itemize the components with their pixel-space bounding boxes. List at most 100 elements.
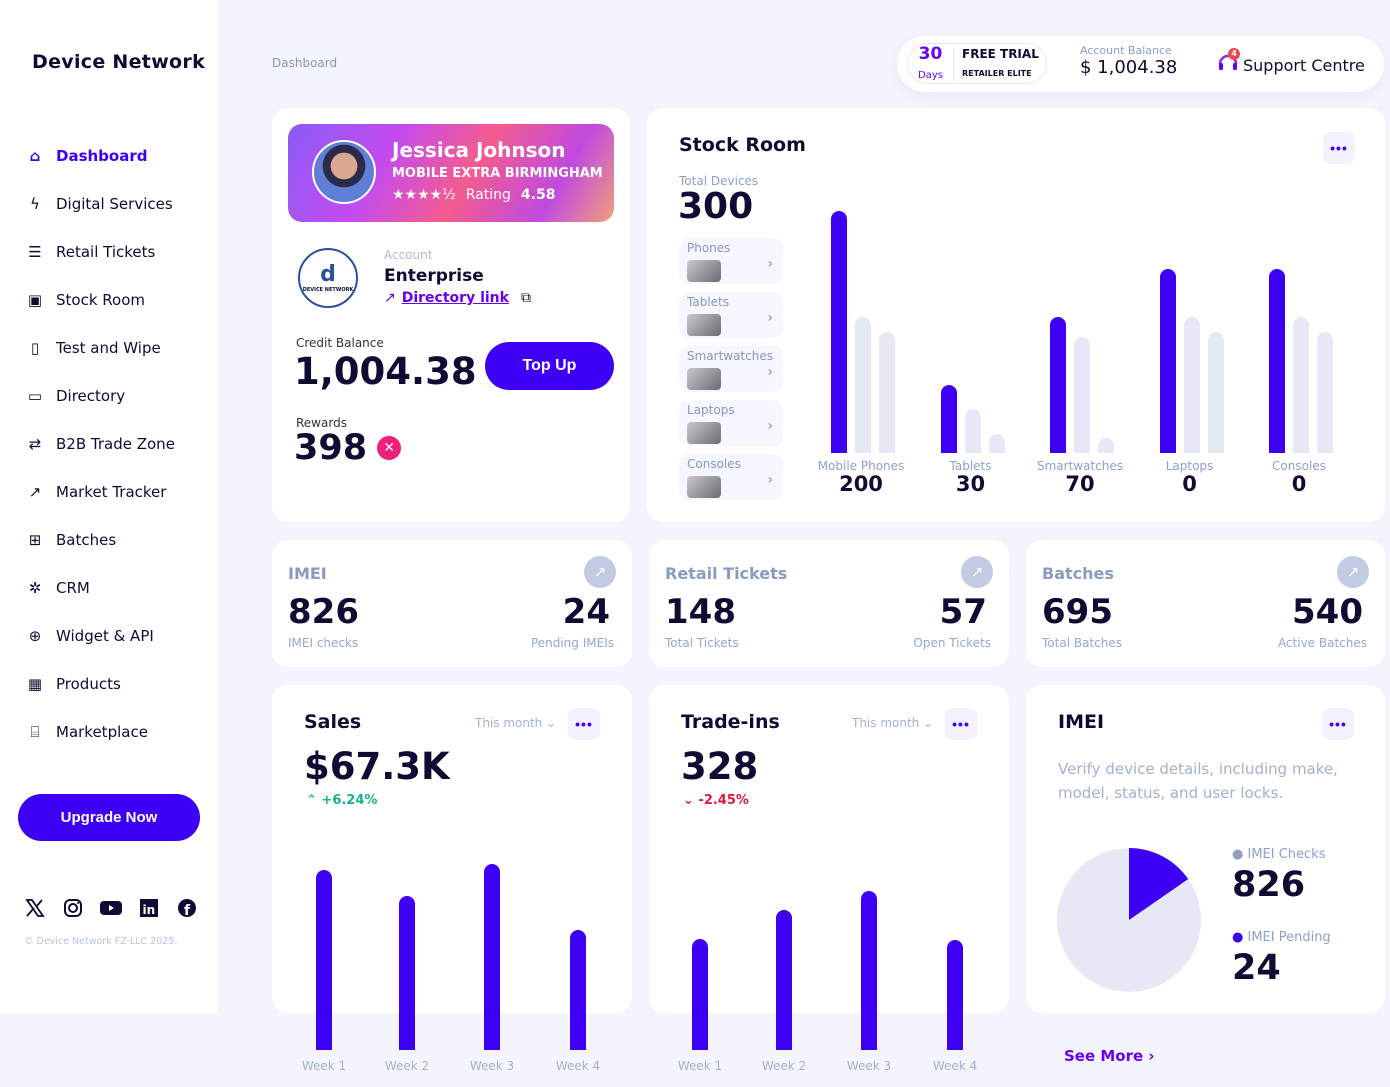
imei-pie-chart (1057, 848, 1201, 992)
brand-logo: Device Network (32, 51, 206, 73)
sidebar-item-label: B2B Trade Zone (56, 435, 175, 453)
category-consoles[interactable]: Consoles › (679, 454, 783, 500)
svg-text:f: f (184, 903, 191, 918)
folder-icon: ▭ (27, 387, 43, 405)
credit-label: Credit Balance (296, 336, 384, 350)
sidebar-item-label: Marketplace (56, 723, 148, 741)
widgets-icon: ⊕ (28, 627, 42, 645)
rewards-icon: ✕ (377, 436, 402, 460)
sales-bar (570, 930, 586, 1050)
instagram-icon[interactable] (62, 897, 84, 919)
upgrade-button[interactable]: Upgrade Now (18, 794, 200, 841)
stock-bar (988, 433, 1005, 453)
stock-category-value: 70 (1065, 472, 1095, 496)
linkedin-icon[interactable]: in (138, 897, 160, 919)
stock-bar (940, 385, 957, 453)
sidebar-item-label: Directory (56, 387, 126, 405)
trial-label: FREE TRIAL (962, 47, 1039, 61)
breadcrumb[interactable]: Dashboard (272, 56, 338, 70)
external-link-icon: ↗ (384, 290, 396, 306)
sales-bar (484, 863, 500, 1050)
stat-card-imei: IMEI ↗ 826 IMEI checks 24 Pending IMEIs (272, 540, 632, 667)
category-label: Tablets (687, 295, 729, 309)
stat-title: Batches (1042, 564, 1114, 583)
checks-dot-icon: ● (1232, 847, 1248, 862)
arrow-up-right-icon[interactable]: ↗ (584, 556, 616, 588)
copy-icon[interactable]: ⧉ (520, 290, 531, 306)
support-centre-button[interactable]: 4 Support Centre (1217, 48, 1365, 78)
sales-period-select[interactable]: This month ⌄ (475, 716, 557, 730)
week-label: Week 1 (677, 1059, 723, 1073)
list-icon: ☰ (28, 243, 42, 261)
batches-icon: ⊞ (28, 531, 42, 549)
see-more-link[interactable]: See More › (1064, 1047, 1155, 1065)
stat-primary-label: IMEI checks (288, 636, 359, 650)
trial-badge[interactable]: 30 Days FREE TRIAL RETAILER ELITE (907, 43, 1047, 84)
stock-more-button[interactable]: ••• (1323, 132, 1355, 164)
sidebar-item-label: Dashboard (56, 147, 148, 165)
swap-icon: ⇄ (28, 435, 42, 453)
sidebar-item-dashboard[interactable]: ⌂ Dashboard (24, 132, 175, 180)
sidebar-item-widget-api[interactable]: ⊕ Widget & API (24, 612, 175, 660)
chevron-right-icon: › (767, 418, 773, 434)
arrow-up-right-icon[interactable]: ↗ (1337, 556, 1369, 588)
top-up-button[interactable]: Top Up (485, 342, 614, 390)
sales-change: +6.24% (321, 793, 378, 808)
stock-bar (1183, 317, 1200, 453)
rating: ★★★★½ Rating 4.58 (392, 187, 555, 203)
rating-label: Rating (465, 187, 511, 203)
sidebar-item-digital-services[interactable]: ϟ Digital Services (24, 180, 175, 228)
directory-link[interactable]: Directory link (401, 290, 509, 306)
sidebar-item-test-and-wipe[interactable]: ▯ Test and Wipe (24, 324, 175, 372)
imei-pending-label: IMEI Pending (1247, 930, 1331, 945)
imei-pending-value: 24 (1232, 948, 1281, 988)
pie-slice-pending (1129, 848, 1189, 920)
facebook-icon[interactable]: f (176, 897, 198, 919)
rewards-label: Rewards (296, 416, 347, 430)
imei-more-button[interactable]: ••• (1322, 708, 1354, 740)
tradeins-bar (947, 940, 963, 1050)
tradeins-more-button[interactable]: ••• (945, 708, 977, 740)
avatar (312, 140, 376, 204)
svg-text:in: in (143, 903, 156, 917)
week-label: Week 4 (555, 1059, 601, 1073)
stock-bar (1050, 317, 1066, 453)
stock-bar (1074, 336, 1090, 453)
sales-more-button[interactable]: ••• (568, 708, 600, 740)
tradeins-bar (861, 891, 877, 1050)
arrow-up-right-icon[interactable]: ↗ (961, 556, 993, 588)
stock-category-value: 200 (839, 472, 883, 496)
tradeins-value: 328 (681, 745, 759, 788)
category-smartwatches[interactable]: Smartwatches › (679, 346, 783, 392)
sidebar-item-crm[interactable]: ✲ CRM (24, 564, 175, 612)
sidebar-item-stock-room[interactable]: ▣ Stock Room (24, 276, 175, 324)
trend-icon: ↗ (28, 483, 42, 501)
sidebar-item-b-b-trade-zone[interactable]: ⇄ B2B Trade Zone (24, 420, 175, 468)
category-label: Phones (687, 241, 731, 255)
sidebar-item-retail-tickets[interactable]: ☰ Retail Tickets (24, 228, 175, 276)
devices-icon: ▣ (27, 291, 43, 309)
sidebar-item-marketplace[interactable]: ⌸ Marketplace (24, 708, 175, 756)
youtube-icon[interactable] (100, 897, 122, 919)
sidebar-item-batches[interactable]: ⊞ Batches (24, 516, 175, 564)
stock-bar (879, 332, 895, 453)
stock-category-value: 0 (1291, 472, 1307, 496)
sidebar-item-directory[interactable]: ▭ Directory (24, 372, 175, 420)
category-laptops[interactable]: Laptops › (679, 400, 783, 446)
sidebar-item-market-tracker[interactable]: ↗ Market Tracker (24, 468, 175, 516)
category-tablets[interactable]: Tablets › (679, 292, 783, 338)
category-label: Consoles (687, 457, 741, 471)
tradeins-period-select[interactable]: This month ⌄ (852, 716, 934, 730)
week-label: Week 2 (761, 1059, 807, 1073)
sidebar-item-products[interactable]: ▦ Products (24, 660, 175, 708)
stat-primary: 826 (288, 592, 359, 632)
stat-title: IMEI (288, 564, 327, 583)
trial-days: 30 (918, 43, 943, 64)
device-image (687, 476, 721, 498)
sales-value: $67.3K (304, 745, 450, 788)
device-image (687, 368, 721, 390)
stock-category-label: Mobile Phones (817, 459, 905, 473)
x-icon[interactable] (24, 897, 46, 919)
category-phones[interactable]: Phones › (679, 238, 783, 284)
sales-bar (316, 869, 332, 1050)
